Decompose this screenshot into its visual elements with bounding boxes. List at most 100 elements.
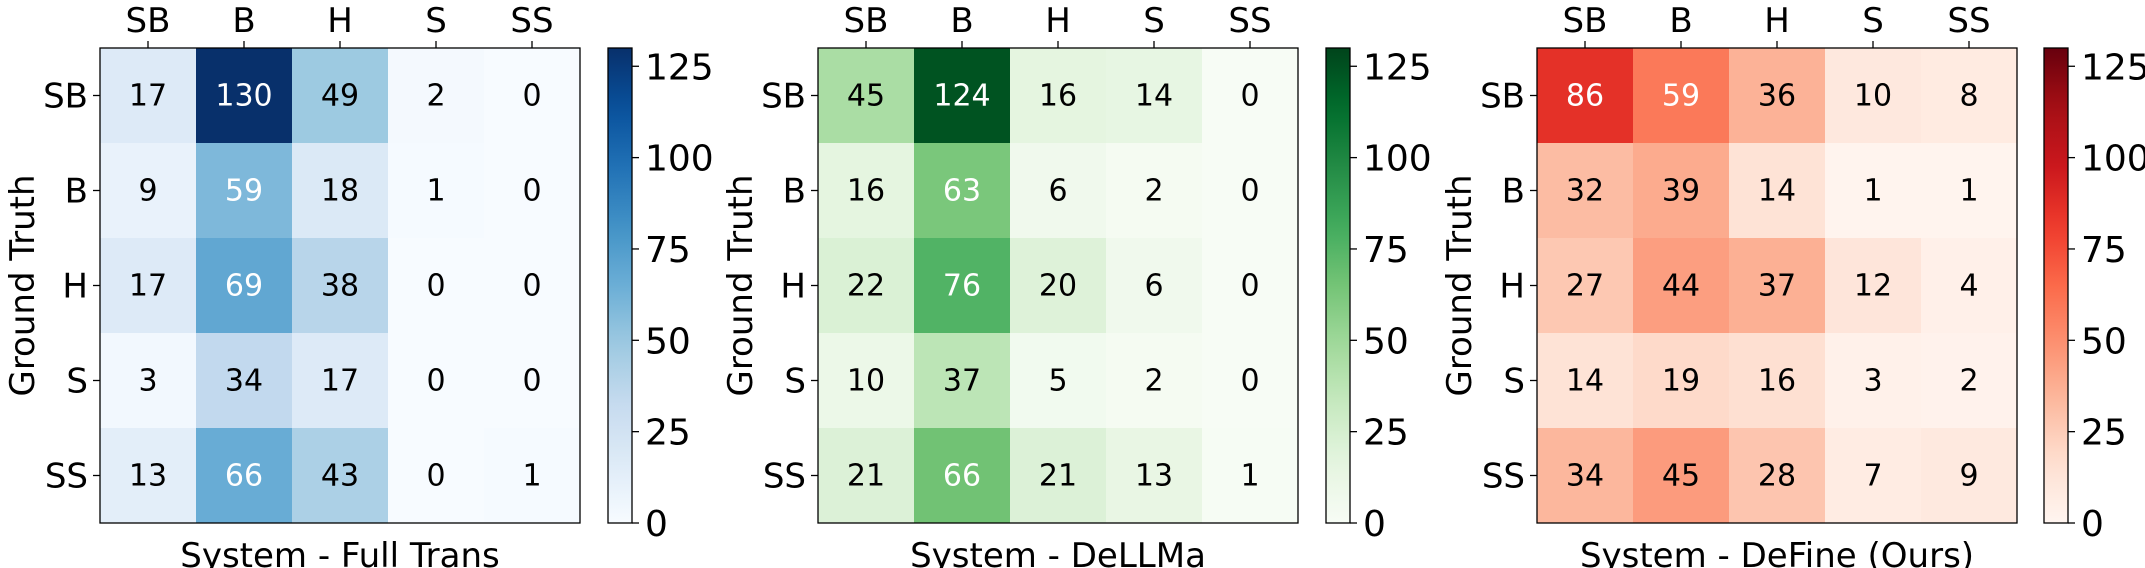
cell-value-label: 13 [129, 459, 167, 494]
heatmap-cell [914, 238, 1010, 333]
heatmap-cell [1106, 48, 1202, 143]
heatmap-cell [1729, 428, 1825, 523]
cell-value-label: 14 [1566, 364, 1604, 399]
y-tick-label: H [62, 267, 88, 307]
cell-value-label: 130 [215, 79, 272, 114]
cell-value-label: 18 [321, 174, 359, 209]
cell-value-label: 13 [1135, 459, 1173, 494]
heatmap-cell [1921, 333, 2017, 428]
cell-value-label: 59 [225, 174, 263, 209]
heatmap-cell [1921, 428, 2017, 523]
cell-value-label: 59 [1662, 79, 1700, 114]
heatmap-cell [1202, 333, 1298, 428]
cell-value-label: 8 [1959, 79, 1978, 114]
x-tick-label: B [950, 1, 973, 41]
heatmap-cell [292, 428, 388, 523]
cell-value-label: 6 [1144, 269, 1163, 304]
x-tick-label: H [327, 1, 353, 41]
cell-value-label: 49 [321, 79, 359, 114]
heatmap-cell [100, 143, 196, 238]
x-tick-label: SS [1228, 1, 1271, 41]
cell-value-label: 14 [1135, 79, 1173, 114]
colorbar-tick-label: 100 [2081, 139, 2145, 180]
cell-value-label: 6 [1048, 174, 1067, 209]
heatmap-cell [1729, 48, 1825, 143]
cell-value-label: 0 [1240, 364, 1259, 399]
colorbar-tick-label: 50 [645, 321, 691, 362]
cell-value-label: 1 [426, 174, 445, 209]
cell-value-label: 63 [943, 174, 981, 209]
cell-value-label: 0 [426, 364, 445, 399]
y-tick-label: SB [43, 77, 88, 117]
cell-value-label: 0 [426, 459, 445, 494]
heatmap-cell [484, 143, 580, 238]
cell-value-label: 3 [1863, 364, 1882, 399]
heatmap-cell [1010, 48, 1106, 143]
y-axis-label: Ground Truth [3, 174, 43, 396]
colorbar-tick-label: 100 [1363, 139, 1432, 180]
cell-value-label: 10 [1854, 79, 1892, 114]
x-tick-label: H [1045, 1, 1071, 41]
cell-value-label: 69 [225, 269, 263, 304]
x-tick-label: SB [1563, 1, 1608, 41]
colorbar-tick-label: 25 [2081, 413, 2127, 454]
cell-value-label: 10 [847, 364, 885, 399]
colorbar-tick-label: 25 [1363, 413, 1409, 454]
cell-value-label: 16 [1039, 79, 1077, 114]
y-tick-label: H [780, 267, 806, 307]
colorbar-tick-label: 75 [2081, 230, 2127, 271]
heatmap-cell [1202, 143, 1298, 238]
heatmap-cell [196, 48, 292, 143]
cell-value-label: 76 [943, 269, 981, 304]
colorbar-tick-label: 25 [645, 413, 691, 454]
heatmap-cell [1825, 238, 1921, 333]
heatmap-cell [388, 238, 484, 333]
heatmap-cell [100, 333, 196, 428]
colorbar-tick-label: 75 [645, 230, 691, 271]
heatmap-cell [1010, 333, 1106, 428]
heatmap-cell [818, 333, 914, 428]
heatmap-cell [1202, 428, 1298, 523]
cell-value-label: 9 [1959, 459, 1978, 494]
cell-value-label: 5 [1048, 364, 1067, 399]
colorbar [607, 47, 633, 524]
cell-value-label: 124 [933, 79, 990, 114]
heatmap-cell [388, 333, 484, 428]
heatmap-cell [1537, 48, 1633, 143]
heatmap-cell [1825, 48, 1921, 143]
heatmap-panel-2: 45 124 16 14 016 63 6 2 022 76 20 6 010 37 5 2 021 66 21 13… [721, 1, 1432, 568]
cell-value-label: 22 [847, 269, 885, 304]
heatmap-cell [1106, 333, 1202, 428]
heatmap-cell [1633, 333, 1729, 428]
y-tick-label: SS [45, 457, 88, 497]
cell-value-label: 0 [522, 269, 541, 304]
heatmap-cell [484, 428, 580, 523]
heatmap-cell [1633, 143, 1729, 238]
x-tick-label: B [232, 1, 255, 41]
cell-value-label: 37 [1758, 269, 1796, 304]
heatmap-cell [914, 333, 1010, 428]
colorbar [1325, 47, 1351, 524]
cell-value-label: 0 [1240, 174, 1259, 209]
colorbar-tick-label: 50 [1363, 321, 1409, 362]
cell-value-label: 7 [1863, 459, 1882, 494]
heatmap-cell [914, 48, 1010, 143]
x-tick-label: B [1669, 1, 1692, 41]
x-tick-label: S [425, 1, 447, 41]
heatmap-cell [388, 428, 484, 523]
y-tick-label: S [66, 362, 88, 402]
y-tick-label: SB [1480, 77, 1525, 117]
x-tick-label: SB [126, 1, 171, 41]
cell-value-label: 19 [1662, 364, 1700, 399]
cell-value-label: 9 [138, 174, 157, 209]
heatmap-cell [484, 333, 580, 428]
y-tick-label: S [1503, 362, 1525, 402]
heatmap-cell [1633, 238, 1729, 333]
cell-value-label: 34 [225, 364, 263, 399]
cell-value-label: 17 [129, 269, 167, 304]
cell-value-label: 1 [522, 459, 541, 494]
cell-value-label: 16 [1758, 364, 1796, 399]
cell-value-label: 43 [321, 459, 359, 494]
x-tick-label: H [1764, 1, 1790, 41]
cell-value-label: 28 [1758, 459, 1796, 494]
